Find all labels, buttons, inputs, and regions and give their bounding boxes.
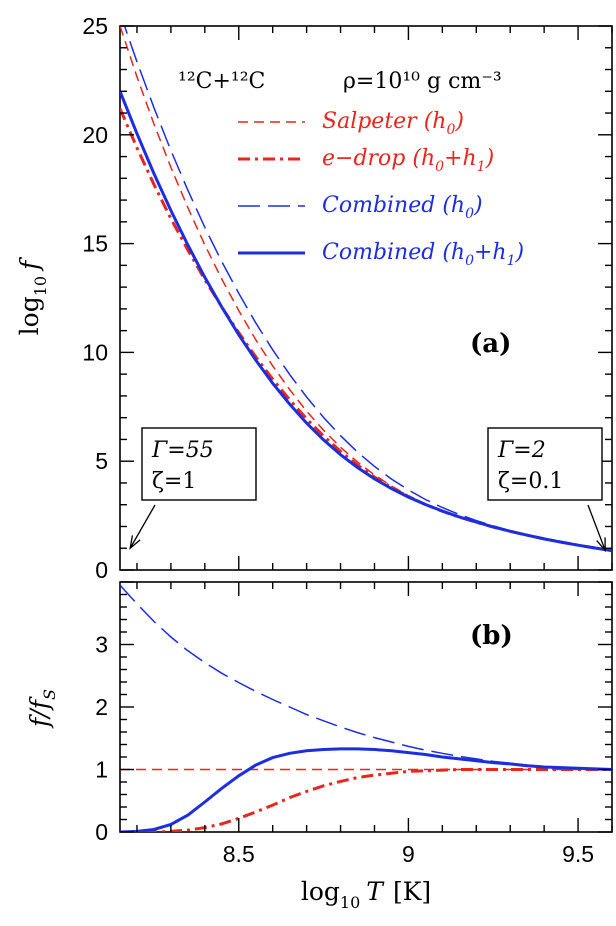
panel-b-series-3-line: [120, 747, 612, 832]
gamma-2-arrow-shaft: [587, 504, 606, 551]
panel-a-y-tick-label: 20: [82, 122, 108, 148]
y2-label-var: f/f: [25, 696, 54, 729]
gamma-55-box-frame: [141, 427, 257, 501]
legend-label-2: Combined (h0): [322, 193, 483, 222]
panel-b-y-tick-label: 3: [95, 632, 108, 658]
panel-b-curves: [120, 584, 612, 832]
panel-b-series-1-line: [120, 768, 612, 832]
y-label-log: log: [15, 296, 44, 335]
y-label-var: f: [15, 257, 44, 272]
gamma-55-box: Γ=55 ζ=1: [141, 427, 257, 501]
panel-a-y-tick-label: 0: [95, 557, 108, 583]
gamma-55-arrow-head: [129, 535, 141, 550]
panel-b: 0 1 2 3 8.5 9 9.5 f/fS (b) log10 T [K]: [25, 581, 613, 912]
panel-b-ticks: 0 1 2 3 8.5 9 9.5: [95, 581, 613, 867]
gamma-2-text: Γ=2: [497, 438, 546, 463]
svg-text:f/fS: f/fS: [25, 689, 59, 729]
panel-b-frame: [119, 581, 613, 833]
x-label-var: T: [366, 877, 385, 906]
panel-a-ticks: 0 5 10 15 20 25: [82, 13, 613, 583]
gamma-2-box-frame: [487, 427, 603, 501]
panel-b-y-tick-label: 1: [95, 757, 108, 783]
legend: Salpeter (h0) e−drop (h0+h1) Combined (h0)…: [238, 109, 524, 269]
panel-b-series-2-line: [120, 584, 612, 771]
legend-label-3: Combined (h0+h1): [322, 240, 524, 269]
panel-a-series-3-line: [120, 90, 612, 553]
gamma-2-arrow-head: [596, 537, 606, 553]
panel-a-y-tick-label: 25: [82, 13, 108, 39]
x-label-log: log: [301, 877, 340, 906]
panel-a-y-tick-label: 10: [82, 339, 108, 365]
reaction-label: ¹²C+¹²C: [178, 69, 265, 94]
legend-label-1: e−drop (h0+h1): [322, 146, 494, 175]
x-axis-title: log10 T [K]: [301, 877, 431, 912]
panel-a-y-axis-title: log10 f: [15, 257, 50, 335]
x-label-sub: 10: [340, 893, 360, 912]
gamma-55-text: Γ=55: [151, 438, 214, 463]
panel-b-label: (b): [470, 621, 513, 651]
panel-b-x-tick-label: 8.5: [223, 841, 255, 867]
y2-label-sub: S: [40, 689, 59, 700]
gamma-2-box: Γ=2 ζ=0.1: [487, 427, 603, 501]
panel-b-y-axis-title: f/fS: [25, 689, 59, 729]
panel-a-y-tick-label: 15: [82, 231, 108, 257]
legend-label-0: Salpeter (h0): [322, 109, 464, 138]
panel-b-x-tick-label: 9.5: [562, 841, 594, 867]
panel-a-curves: [120, 26, 612, 553]
x-label-unit: [K]: [393, 877, 431, 906]
panel-a-frame: [119, 25, 613, 571]
zeta-1-text: ζ=1: [152, 469, 196, 494]
annotation-arrows: [129, 504, 606, 553]
gamma-55-arrow-shaft: [129, 504, 156, 549]
zeta-0-1-text: ζ=0.1: [498, 469, 563, 494]
panel-b-y-tick-label: 0: [95, 819, 108, 845]
panel-a-y-tick-label: 5: [95, 448, 108, 474]
panel-a-label: (a): [470, 329, 511, 359]
density-label: ρ=10¹⁰ g cm⁻³: [343, 69, 502, 94]
svg-text:log10f: log10 f: [15, 257, 50, 335]
panel-b-y-tick-label: 2: [95, 694, 108, 720]
panel-b-x-tick-label: 9: [402, 841, 415, 867]
y-label-sub: 10: [31, 276, 50, 296]
